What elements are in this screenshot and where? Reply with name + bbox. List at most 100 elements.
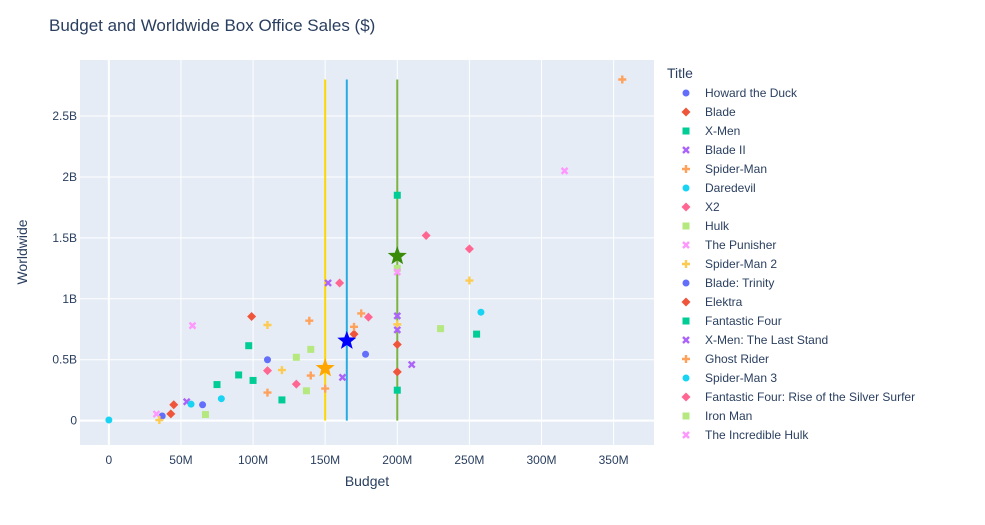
legend-label: Elektra [705,295,743,309]
legend-item[interactable]: Iron Man [682,409,753,423]
data-point [350,322,359,331]
data-point [407,360,416,369]
legend-item[interactable]: The Incredible Hulk [682,428,809,442]
legend-marker [682,89,690,97]
legend-item[interactable]: Spider-Man 3 [682,371,778,385]
data-point [393,386,401,394]
data-point [393,320,402,329]
data-point [307,345,315,353]
legend[interactable]: Howard the Duck Blade X-Men Blade II Spider-… [681,86,916,442]
legend-item[interactable]: Fantastic Four: Rise of the Silver Surfe… [681,390,916,404]
data-point [393,326,402,334]
chart-title: Budget and Worldwide Box Office Sales ($… [49,16,375,35]
data-point [473,330,481,338]
y-tick-label: 0.5B [52,353,77,367]
legend-item[interactable]: The Punisher [682,238,776,252]
legend-label: Spider-Man [705,162,767,176]
plot-area [80,60,654,445]
legend-marker [682,336,690,344]
legend-label: Ghost Rider [705,352,769,366]
legend-item[interactable]: X2 [681,200,721,214]
data-point [465,276,474,285]
y-axis-title: Worldwide [14,219,30,284]
x-tick-label: 0 [106,453,113,467]
legend-label: The Incredible Hulk [705,428,809,442]
legend-marker [682,165,690,173]
data-point [392,367,402,377]
data-point [306,371,315,380]
legend-item[interactable]: Blade [681,105,737,119]
legend-marker [682,374,690,382]
data-point [321,384,330,393]
data-point [393,264,401,272]
data-points [105,75,627,425]
data-point [201,411,209,419]
legend-item[interactable]: X-Men: The Last Stand [682,333,828,347]
data-point [618,75,627,84]
legend-item[interactable]: Daredevil [682,181,756,195]
data-point [560,167,569,175]
data-point [362,350,370,358]
legend-marker [681,107,691,117]
legend-item[interactable]: Ghost Rider [682,352,769,366]
legend-item[interactable]: Blade: Trinity [682,276,775,290]
legend-label: Fantastic Four: Rise of the Silver Surfe… [705,390,915,404]
data-point [305,316,314,325]
legend-label: Blade II [705,143,746,157]
legend-marker [682,431,690,439]
legend-marker [682,355,690,363]
x-axis-title: Budget [345,473,389,489]
legend-item[interactable]: Elektra [681,295,743,309]
y-tick-label: 0 [70,414,77,428]
legend-label: The Punisher [705,238,776,252]
legend-marker [681,392,691,402]
data-point [105,416,113,424]
data-point [335,278,345,288]
x-tick-label: 150M [310,453,340,467]
legend-item[interactable]: Spider-Man 2 [682,257,777,271]
data-point [235,371,243,379]
legend-item[interactable]: Spider-Man [682,162,767,176]
legend-marker [682,241,690,249]
data-point [188,321,197,330]
data-point [187,400,195,408]
legend-label: Iron Man [705,409,752,423]
legend-marker [681,297,691,307]
data-point [263,356,271,364]
legend-item[interactable]: X-Men [682,124,741,138]
x-tick-label: 300M [526,453,556,467]
star-markers [315,246,407,377]
legend-item[interactable]: Fantastic Four [682,314,782,328]
legend-label: Spider-Man 3 [705,371,777,385]
data-point [338,373,347,382]
legend-marker [682,184,690,192]
data-point [324,279,332,287]
legend-marker [682,279,690,287]
legend-item[interactable]: Blade II [682,143,746,157]
legend-label: Blade [705,105,736,119]
legend-item[interactable]: Hulk [682,219,731,233]
legend-label: Spider-Man 2 [705,257,777,271]
legend-marker [682,146,690,154]
data-point [437,325,445,333]
legend-marker [682,260,690,268]
data-point [302,387,310,395]
data-point [393,191,401,199]
star-marker [387,246,407,265]
legend-title: Title [667,65,693,81]
data-point [169,400,179,410]
y-tick-label: 2.5B [52,109,77,123]
star-marker [337,330,357,349]
data-point [247,311,257,321]
y-tick-label: 2B [62,170,77,184]
legend-label: X-Men: The Last Stand [705,333,828,347]
legend-label: Howard the Duck [705,86,798,100]
legend-marker [682,412,690,420]
legend-label: Hulk [705,219,730,233]
x-tick-label: 350M [599,453,629,467]
data-point [217,395,225,403]
legend-item[interactable]: Howard the Duck [682,86,799,100]
data-point [213,381,221,389]
data-point [464,244,474,254]
